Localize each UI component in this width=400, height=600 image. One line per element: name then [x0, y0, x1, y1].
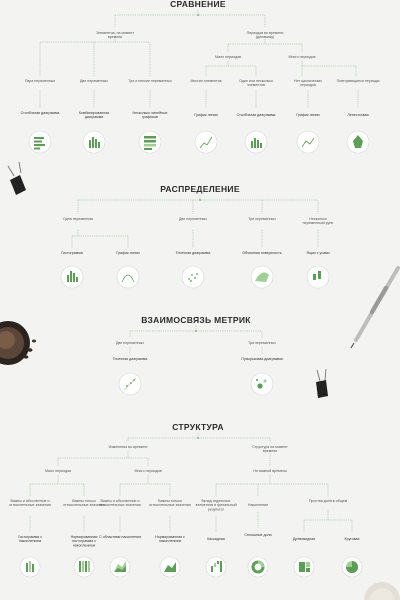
bubble-chart-icon [250, 372, 274, 396]
distribution-line-icon [116, 265, 140, 289]
relationship-section: ВЗАИМОСВЯЗЬ МЕТРИК Две переменных Три пе… [113, 315, 283, 396]
distribution-leaf-one: Одна переменная [63, 217, 93, 221]
structure-title: СТРУКТУРА [172, 422, 224, 432]
normalized-stacked-histogram-icon [73, 556, 95, 578]
coffee-cup-decoration [0, 321, 30, 365]
bar-chart-icon [28, 130, 52, 154]
structure-leaf-3: Важны и абсолютные и относительные значен… [99, 499, 141, 507]
chart-label-waterfall: Каскадная [207, 537, 225, 541]
line-chart-icon-2 [296, 130, 320, 154]
boxplot-icon [306, 265, 330, 289]
structure-leaf-2: Важны только относительные значения [63, 499, 105, 507]
distribution-title: РАСПРЕДЕЛЕНИЕ [160, 184, 240, 194]
scatter-chart-icon [118, 372, 142, 396]
scatter-dist-icon [181, 265, 205, 289]
line-chart-icon [194, 130, 218, 154]
distribution-leaf-three: Три переменных [248, 217, 276, 221]
pie-chart-icon [341, 556, 363, 578]
stacked-histogram-icon [19, 556, 41, 578]
chart-label-treemap: Древовидная [293, 537, 315, 541]
waterfall-chart-icon [205, 556, 227, 578]
chart-label-surface: Объемная поверхность [242, 251, 281, 255]
donut-chart-icon [247, 556, 269, 578]
chart-label-stacked-hist: Гистограмма с накоплением [18, 535, 42, 543]
distribution-leaf-many: Несколько переменных/групп [303, 217, 334, 225]
chart-label-dist-line: График линии [116, 251, 139, 255]
saucer-decoration [364, 582, 400, 600]
binder-clip-top-left [7, 161, 26, 195]
comparison-leaf-many-elements: Многие элементов [190, 79, 221, 83]
stacked-area-icon [109, 556, 131, 578]
chart-label-norm-stacked-hist: Нормированная гистограмма с накоплением [71, 535, 98, 547]
histogram-icon [60, 265, 84, 289]
pen-decoration [350, 266, 400, 349]
chart-label-bar-2: Столбчатая диаграмма [237, 113, 276, 117]
comparison-leaf-two: Две переменных [80, 79, 108, 83]
relationship-leaf-two: Две переменных [116, 341, 144, 345]
comparison-leaf-three: Три и многие переменных [128, 79, 172, 83]
treemap-chart-icon [293, 556, 315, 578]
structure-leaf-4: Важны только относительные значения [149, 499, 191, 507]
structure-leaf-5: Вклад отдельных элементов в финальный резу… [195, 499, 236, 511]
radar-chart-icon [346, 130, 370, 154]
comparison-leaf-non-cyclic: Нет циклических периодов [294, 79, 322, 87]
comparison-time-sub-many: Много периодов [288, 55, 315, 59]
comparison-title: СРАВНЕНИЕ [170, 0, 226, 9]
distribution-section: РАСПРЕДЕЛЕНИЕ Одна переменная Две переме… [60, 184, 334, 289]
comparison-leaf-pair: Пара переменных [25, 79, 56, 83]
chart-label-line-1: График линии [194, 113, 217, 117]
structure-leaf-6: Накопление [248, 503, 268, 507]
chart-label-stacked-area: С областями накопления [99, 535, 141, 539]
structure-branch-time: Изменения во времени [109, 445, 148, 449]
distribution-leaf-two: Две переменных [179, 217, 207, 221]
chart-label-combo: Комбинированная диаграмма [79, 111, 109, 119]
coffee-beans-decoration [23, 339, 37, 359]
structure-leaf-7: Простая доля в общем [309, 499, 348, 503]
relationship-title: ВЗАИМОСВЯЗЬ МЕТРИК [141, 315, 251, 325]
chart-label-scatter-dist: Точечная диаграмма [176, 251, 211, 255]
comparison-time-sub-few: Мало периодов [215, 55, 241, 59]
multi-line-chart-icon [138, 130, 162, 154]
structure-section: СТРУКТУРА Изменения во времени Структура… [9, 422, 363, 578]
chart-label-scatter: Точечная диаграмма [113, 357, 148, 361]
chart-label-bubble: Пузырьковая диаграмма [241, 357, 282, 361]
column-chart-icon [244, 130, 268, 154]
chart-label-bar-1: Столбчатая диаграмма [21, 111, 60, 115]
chart-label-solid-shares: Сплошные доли [244, 533, 271, 537]
comparison-section: СРАВНЕНИЕ Элементов, на момент времени Пе… [21, 0, 380, 154]
chart-label-boxplot: Ящик с усами [307, 251, 330, 255]
surface-chart-icon [250, 265, 274, 289]
chart-label-histogram: Гистограмма [61, 251, 82, 255]
normalized-stacked-area-icon [159, 556, 181, 578]
structure-time-sub-many: Много периодов [134, 469, 161, 473]
comparison-leaf-cyclic: Повторяющиеся периоды [337, 79, 380, 83]
chart-label-norm-stacked-area: Нормированная с накоплением [155, 535, 185, 543]
chart-label-line-2: График линии [296, 113, 319, 117]
chart-label-radar: Лепестковая [347, 113, 368, 117]
binder-clip-middle [316, 368, 328, 398]
chart-label-pie: Круговая [345, 537, 360, 541]
relationship-leaf-three: Три переменных [248, 341, 276, 345]
structure-static-sub: Не важной времени [253, 469, 286, 473]
chart-label-multi-line: Несколько линейных графиков [133, 111, 168, 119]
structure-time-sub-few: Мало периодов [45, 469, 71, 473]
combo-chart-icon [82, 130, 106, 154]
comparison-leaf-one-elements: Один или несколько элементов [239, 79, 273, 87]
structure-leaf-1: Важны и абсолютные и относительные значен… [9, 499, 51, 507]
